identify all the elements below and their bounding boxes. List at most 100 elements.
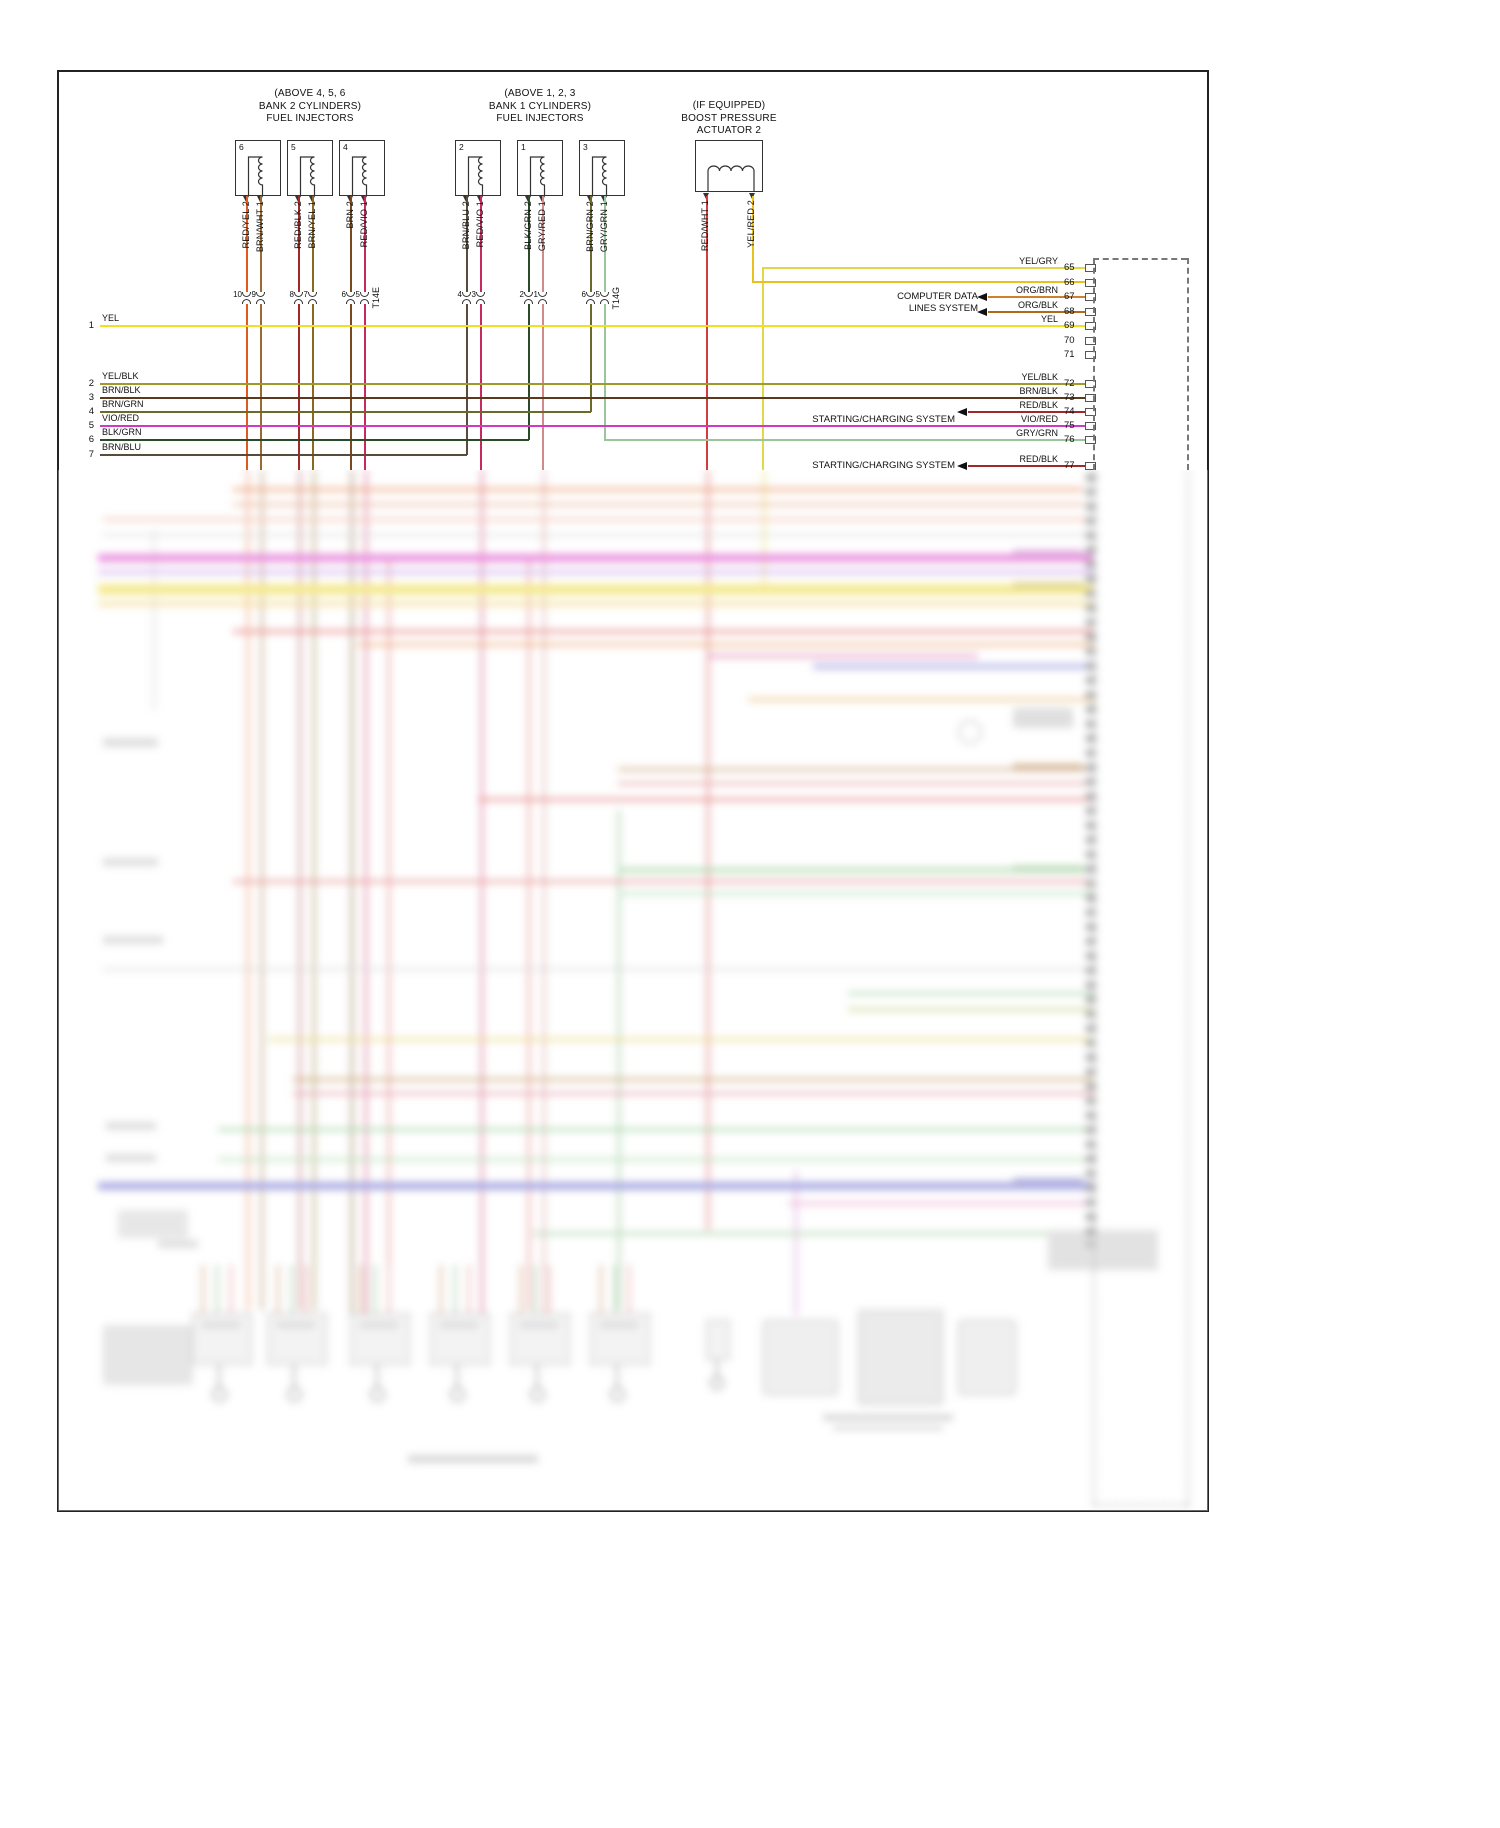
wire-segment: [100, 383, 1085, 385]
bank2-injectors-header: (ABOVE 4, 5, 6 BANK 2 CYLINDERS) FUEL IN…: [220, 88, 400, 126]
actuator-coil-icon: [707, 165, 755, 191]
connector-break-icon: [360, 299, 369, 304]
connector-break-icon: [600, 299, 609, 304]
connector-break-icon: [308, 299, 317, 304]
wire-segment: [260, 304, 262, 470]
wire-label: RED/YEL 2: [241, 201, 251, 249]
ecm-pin-number: 76: [1064, 434, 1075, 445]
wire-segment: [100, 411, 591, 413]
left-arrow-icon: [977, 293, 987, 301]
annotation-line: COMPUTER DATA: [897, 291, 978, 302]
wire-label: BRN/BLU: [102, 442, 142, 452]
dashed-module-boundary: [1187, 258, 1189, 470]
ecm-pin-box: [1085, 394, 1096, 402]
fuel-injector-1: 1: [517, 140, 563, 196]
wire-segment: [350, 196, 352, 292]
connector-label-t14e: T14E: [371, 287, 381, 309]
left-row-number: 5: [88, 420, 94, 431]
blurred-component: [763, 1300, 1023, 1440]
header-line: FUEL INJECTORS: [266, 113, 354, 124]
fuel-injector-4: 4: [339, 140, 385, 196]
ecm-pin-box: [1085, 279, 1096, 287]
computer-data-lines-annotation: COMPUTER DATA LINES SYSTEM: [830, 291, 978, 315]
ecm-pin-box: [1085, 380, 1096, 388]
wire-label: YEL/RED 2: [746, 200, 756, 248]
connector-break-icon: [586, 299, 595, 304]
blur-veil-overlay: [58, 470, 1208, 1511]
connector-break-icon: [462, 299, 471, 304]
fuel-injector-5: 5: [287, 140, 333, 196]
wire-segment: [528, 304, 530, 440]
wire-label: YEL/BLK: [1021, 372, 1058, 382]
ecm-pin-number: 65: [1064, 262, 1075, 273]
wire-label: RED/WHT 1: [700, 200, 710, 252]
ecm-pin-number: 72: [1064, 378, 1075, 389]
connector-break-icon: [476, 299, 485, 304]
ecm-pin-number: 75: [1064, 420, 1075, 431]
header-line: BANK 1 CYLINDERS): [488, 100, 592, 112]
injector-number: 1: [521, 142, 526, 152]
connector-break-icon: [308, 292, 317, 297]
wire-segment: [298, 196, 300, 292]
blurred-diagram-region: [58, 470, 1208, 1511]
injector-number: 5: [291, 142, 296, 152]
connector-break-icon: [524, 299, 533, 304]
wire-segment: [246, 304, 248, 470]
wire-label: VIO/RED: [1020, 414, 1058, 424]
connector-break-icon: [476, 292, 485, 297]
ecm-pin-box: [1085, 408, 1096, 416]
blurred-component: [588, 1265, 654, 1415]
connector-break-icon: [256, 292, 265, 297]
wire-segment: [466, 304, 468, 455]
left-row-number: 3: [88, 392, 94, 403]
wire-segment: [542, 304, 544, 470]
wire-segment: [752, 281, 1085, 283]
wire-label: RED/BLK 2: [293, 201, 303, 249]
connector-break-icon: [360, 292, 369, 297]
ecm-pin-number: 66: [1064, 277, 1075, 288]
fuel-injector-2: 2: [455, 140, 501, 196]
fuel-injector-3: 3: [579, 140, 625, 196]
dashed-module-boundary: [1093, 258, 1095, 470]
ecm-pin-number: 69: [1064, 320, 1075, 331]
wire-label: ORG/BRN: [1015, 285, 1058, 295]
wire-segment: [542, 196, 544, 292]
wire-segment: [100, 425, 1085, 427]
left-row-number: 2: [88, 378, 94, 389]
ecm-pin-box: [1085, 308, 1096, 316]
wire-label: BRN 2: [345, 201, 355, 229]
injector-coil-icon: [591, 156, 608, 195]
pin-number: 7: [303, 290, 308, 299]
wire-label: BRN/GRN: [102, 399, 144, 409]
wire-segment: [100, 454, 467, 456]
wire-segment: [762, 267, 1085, 269]
wire-segment: [590, 196, 592, 292]
pin-number: 1: [533, 290, 538, 299]
ecm-pin-number: 70: [1064, 335, 1075, 346]
wire-segment: [762, 267, 764, 470]
injector-coil-icon: [467, 156, 484, 195]
wire-segment: [480, 196, 482, 292]
wire-segment: [528, 196, 530, 292]
wire-segment: [312, 304, 314, 470]
pin-number: 5: [595, 290, 600, 299]
wire-segment: [988, 311, 1085, 313]
left-arrow-icon: [957, 408, 967, 416]
header-line: ACTUATOR 2: [696, 125, 762, 136]
pin-number: 6: [341, 290, 346, 299]
connector-break-icon: [586, 292, 595, 297]
ecm-pin-box: [1085, 351, 1096, 359]
left-arrow-icon: [977, 308, 987, 316]
blurred-component: [265, 1265, 331, 1415]
blurred-component: [348, 1265, 414, 1415]
header-line: BANK 2 CYLINDERS): [258, 100, 362, 112]
injector-coil-icon: [247, 156, 264, 195]
wire-segment: [312, 196, 314, 292]
ecm-pin-box: [1085, 462, 1096, 470]
connector-break-icon: [242, 292, 251, 297]
wire-segment: [364, 304, 366, 470]
wire-label: BRN/WHT 1: [255, 201, 265, 253]
diagram-border: [57, 70, 1209, 1512]
wire-label: GRY/RED 1: [537, 201, 547, 252]
